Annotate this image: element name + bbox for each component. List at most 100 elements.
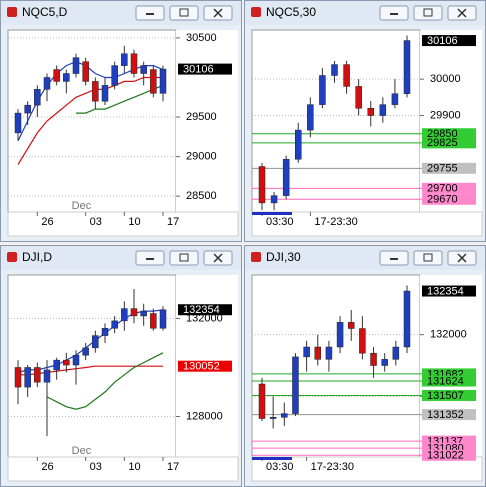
window-title: NQC5,30 xyxy=(266,5,316,19)
maximize-button[interactable] xyxy=(413,5,443,21)
candle-body xyxy=(140,65,147,74)
y-tick-label: 29000 xyxy=(186,151,217,163)
moving-average-line xyxy=(46,352,164,410)
x-tick-label: 10 xyxy=(128,461,140,473)
price-label-box xyxy=(422,368,476,380)
candle-body xyxy=(121,308,128,322)
candle-body xyxy=(130,53,138,74)
icon xyxy=(213,253,223,263)
candle-body xyxy=(381,359,388,366)
y-tick-label: 28500 xyxy=(186,190,217,202)
candle-body xyxy=(34,367,41,383)
x-tick-label: 26 xyxy=(41,461,53,473)
candle-body xyxy=(53,69,60,82)
y-tick-label: 132000 xyxy=(186,312,223,324)
minimize-button[interactable] xyxy=(379,250,409,266)
time-axis-area xyxy=(251,211,483,237)
candle-body xyxy=(159,309,167,329)
candle-body xyxy=(336,322,344,348)
candle-body xyxy=(282,158,290,196)
chart-window: NQC5,D 30500 29500 29000 28500 30106 26 03 10 17 D… xyxy=(0,0,242,242)
price-label-box xyxy=(422,285,476,297)
minimize-button[interactable] xyxy=(379,5,409,21)
price-label-box xyxy=(422,442,476,454)
candle-body xyxy=(269,417,277,419)
candle-body xyxy=(14,112,22,134)
price-label: 130052 xyxy=(183,361,220,373)
price-label: 29825 xyxy=(427,137,458,149)
price-label-box xyxy=(422,409,476,421)
candle-body xyxy=(292,356,299,414)
candle-body xyxy=(295,129,302,160)
y-tick-label: 29500 xyxy=(186,111,217,123)
candle-body xyxy=(14,367,22,388)
month-label: Dec xyxy=(72,445,92,457)
minimize-button[interactable] xyxy=(135,250,165,266)
close-button[interactable] xyxy=(447,250,477,266)
y-tick-label: 30000 xyxy=(430,73,461,85)
candle-body xyxy=(150,313,157,329)
title-bar xyxy=(245,246,485,270)
y-tick-label: 29900 xyxy=(430,109,461,121)
price-label: 131507 xyxy=(427,390,464,402)
y-tick-label: 132000 xyxy=(430,329,467,341)
x-tick-label: 26 xyxy=(41,216,53,228)
maximize-button[interactable] xyxy=(169,250,199,266)
time-axis-area xyxy=(251,456,483,482)
window-title: NQC5,D xyxy=(22,5,68,19)
candle-body xyxy=(92,81,99,102)
candle-body xyxy=(258,383,266,419)
window-title: DJI,D xyxy=(22,250,52,264)
maximize-button[interactable] xyxy=(413,250,443,266)
candle-body xyxy=(379,104,387,116)
price-label-box xyxy=(422,435,476,447)
window-icon xyxy=(7,7,17,17)
title-bar xyxy=(1,1,241,25)
candle-body xyxy=(281,413,288,418)
price-label-box xyxy=(178,63,232,75)
candle-body xyxy=(111,65,118,86)
price-label: 131624 xyxy=(427,375,464,387)
candle-body xyxy=(325,346,333,360)
maximize-button-face xyxy=(413,250,443,266)
close-button[interactable] xyxy=(447,5,477,21)
month-label: Dec xyxy=(72,200,92,212)
session-bar xyxy=(252,457,292,460)
candle-body xyxy=(343,64,350,87)
candle-body xyxy=(34,89,41,106)
x-tick-label: 17 xyxy=(167,216,179,228)
close-button[interactable] xyxy=(203,5,233,21)
x-tick-label: 17-23:30 xyxy=(314,216,357,228)
moving-average-line xyxy=(18,365,163,376)
maximize-button[interactable] xyxy=(169,5,199,21)
candle-body xyxy=(101,85,109,102)
candle-body xyxy=(72,57,80,74)
minimize-button[interactable] xyxy=(135,5,165,21)
moving-average-line xyxy=(17,61,164,142)
icon xyxy=(179,253,189,262)
candle-body xyxy=(314,346,322,360)
moving-average-line xyxy=(17,76,163,165)
plot-area xyxy=(251,29,421,213)
candle-body xyxy=(43,369,51,383)
moving-average-line xyxy=(76,84,164,114)
x-tick-label: 03:30 xyxy=(266,461,294,473)
plot-area xyxy=(7,29,177,213)
price-label-box xyxy=(422,389,476,401)
close-button[interactable] xyxy=(203,250,233,266)
candle-body xyxy=(270,195,278,204)
price-label: 29755 xyxy=(427,163,458,175)
maximize-button-face xyxy=(169,5,199,21)
price-label-box xyxy=(422,375,476,387)
candle-body xyxy=(111,320,118,329)
price-label-box xyxy=(422,182,476,194)
candle-body xyxy=(63,359,70,366)
maximize-button-face xyxy=(169,250,199,266)
session-bar xyxy=(252,212,292,215)
candle-body xyxy=(92,335,99,349)
price-label: 29670 xyxy=(427,194,458,206)
candle-body xyxy=(43,77,51,90)
y-tick-label: 30500 xyxy=(186,32,217,44)
axis-area xyxy=(176,30,238,212)
